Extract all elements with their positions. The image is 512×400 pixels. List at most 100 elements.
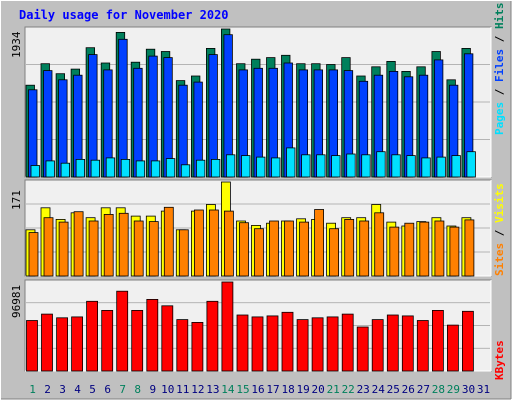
- x-label-day: 5: [89, 383, 96, 396]
- kbytes-bar: [26, 320, 38, 372]
- x-label-day: 13: [206, 383, 219, 396]
- pages-bar: [210, 158, 221, 178]
- sites-bar: [148, 221, 159, 277]
- x-label-day: 25: [387, 383, 400, 396]
- x-label-day: 9: [149, 383, 156, 396]
- pages-bar: [451, 155, 461, 178]
- sites-bar: [178, 229, 189, 277]
- pages-bar: [361, 154, 371, 178]
- kbytes-bar: [71, 316, 83, 372]
- x-label-day: 31: [477, 383, 490, 396]
- sites-bar: [88, 220, 99, 277]
- pages-bar: [60, 162, 70, 178]
- pages-bar: [286, 147, 296, 178]
- kbytes-bar: [101, 309, 114, 372]
- sites-bar: [58, 221, 69, 277]
- x-label-day: 29: [447, 383, 460, 396]
- x-label-day: 16: [251, 383, 264, 396]
- legend-sites-visits: Sites / Visits: [493, 183, 506, 276]
- sites-bar: [223, 210, 234, 277]
- x-label-day: 19: [296, 383, 309, 396]
- x-label-day: 6: [104, 383, 111, 396]
- kbytes-bar: [191, 321, 204, 372]
- max-label-visits: 171: [10, 190, 23, 210]
- max-label-kbytes: 96981: [10, 285, 23, 318]
- kbytes-bar: [206, 300, 219, 372]
- sites-bar: [419, 221, 430, 277]
- sites-bar: [193, 209, 204, 277]
- x-label-day: 23: [357, 383, 370, 396]
- kbytes-bar: [56, 317, 68, 372]
- kbytes-bar: [356, 326, 369, 372]
- sites-bar: [43, 217, 54, 277]
- kbytes-bar: [326, 316, 339, 372]
- x-label-day: 14: [221, 383, 235, 396]
- sites-bar: [389, 226, 400, 277]
- sites-bar: [434, 220, 445, 277]
- x-label-day: 30: [462, 383, 475, 396]
- pages-bar: [45, 160, 55, 178]
- kbytes-bar: [461, 310, 474, 372]
- x-label-day: 18: [281, 383, 294, 396]
- pages-bar: [316, 154, 326, 178]
- sites-bar: [344, 218, 355, 277]
- kbytes-bar: [386, 314, 399, 372]
- x-label-day: 21: [327, 383, 340, 396]
- sites-bar: [299, 221, 310, 277]
- pages-bar: [391, 154, 401, 178]
- kbytes-panel: [24, 279, 492, 372]
- pages-bar: [241, 155, 251, 178]
- x-label-day: 15: [236, 383, 249, 396]
- max-label-hits: 1934: [10, 31, 23, 58]
- kbytes-bar: [251, 316, 264, 372]
- sites-bar: [404, 222, 415, 277]
- sites-bar: [314, 209, 325, 277]
- pages-bar: [421, 157, 431, 178]
- sites-bar: [208, 209, 219, 277]
- pages-bar: [406, 155, 416, 178]
- x-label-day: 3: [59, 383, 66, 396]
- pages-bar: [466, 151, 476, 178]
- pages-bar: [75, 158, 85, 178]
- x-label-day: 1: [29, 383, 36, 396]
- x-label-day: 27: [417, 383, 430, 396]
- sites-bar: [118, 212, 129, 277]
- pages-bar: [135, 160, 146, 178]
- pages-bar: [225, 154, 236, 178]
- x-label-day: 17: [266, 383, 279, 396]
- kbytes-bar: [161, 305, 174, 372]
- kbytes-bar: [131, 309, 144, 372]
- kbytes-bar: [281, 311, 294, 372]
- pages-bar: [376, 151, 386, 178]
- pages-bar: [165, 158, 176, 178]
- files-bar: [208, 54, 218, 178]
- sites-bar: [73, 211, 84, 277]
- kbytes-bar: [431, 309, 444, 372]
- legend-sites: Sites: [493, 243, 506, 276]
- x-label-day: 24: [372, 383, 386, 396]
- sites-bar: [28, 232, 39, 277]
- sites-bar: [284, 220, 294, 277]
- kbytes-bar: [446, 324, 459, 372]
- pages-bar: [436, 156, 446, 178]
- kbytes-bar: [86, 300, 98, 372]
- sites-bar: [103, 213, 114, 277]
- x-label-day: 20: [311, 383, 324, 396]
- kbytes-bar: [221, 281, 234, 372]
- sites-bar: [464, 219, 475, 277]
- x-label-day: 10: [161, 383, 174, 396]
- kbytes-bar: [371, 319, 384, 372]
- x-label-day: 12: [191, 383, 204, 396]
- kbytes-bar: [341, 313, 354, 372]
- sites-bar: [254, 228, 264, 277]
- pages-bar: [301, 154, 311, 178]
- kbytes-bar: [116, 290, 129, 372]
- x-label-day: 22: [342, 383, 355, 396]
- pages-bar: [150, 160, 161, 178]
- kbytes-bar: [311, 317, 324, 372]
- kbytes-bar: [41, 313, 53, 372]
- files-bar: [178, 84, 188, 178]
- sites-bar: [359, 220, 370, 277]
- files-bar: [58, 79, 68, 178]
